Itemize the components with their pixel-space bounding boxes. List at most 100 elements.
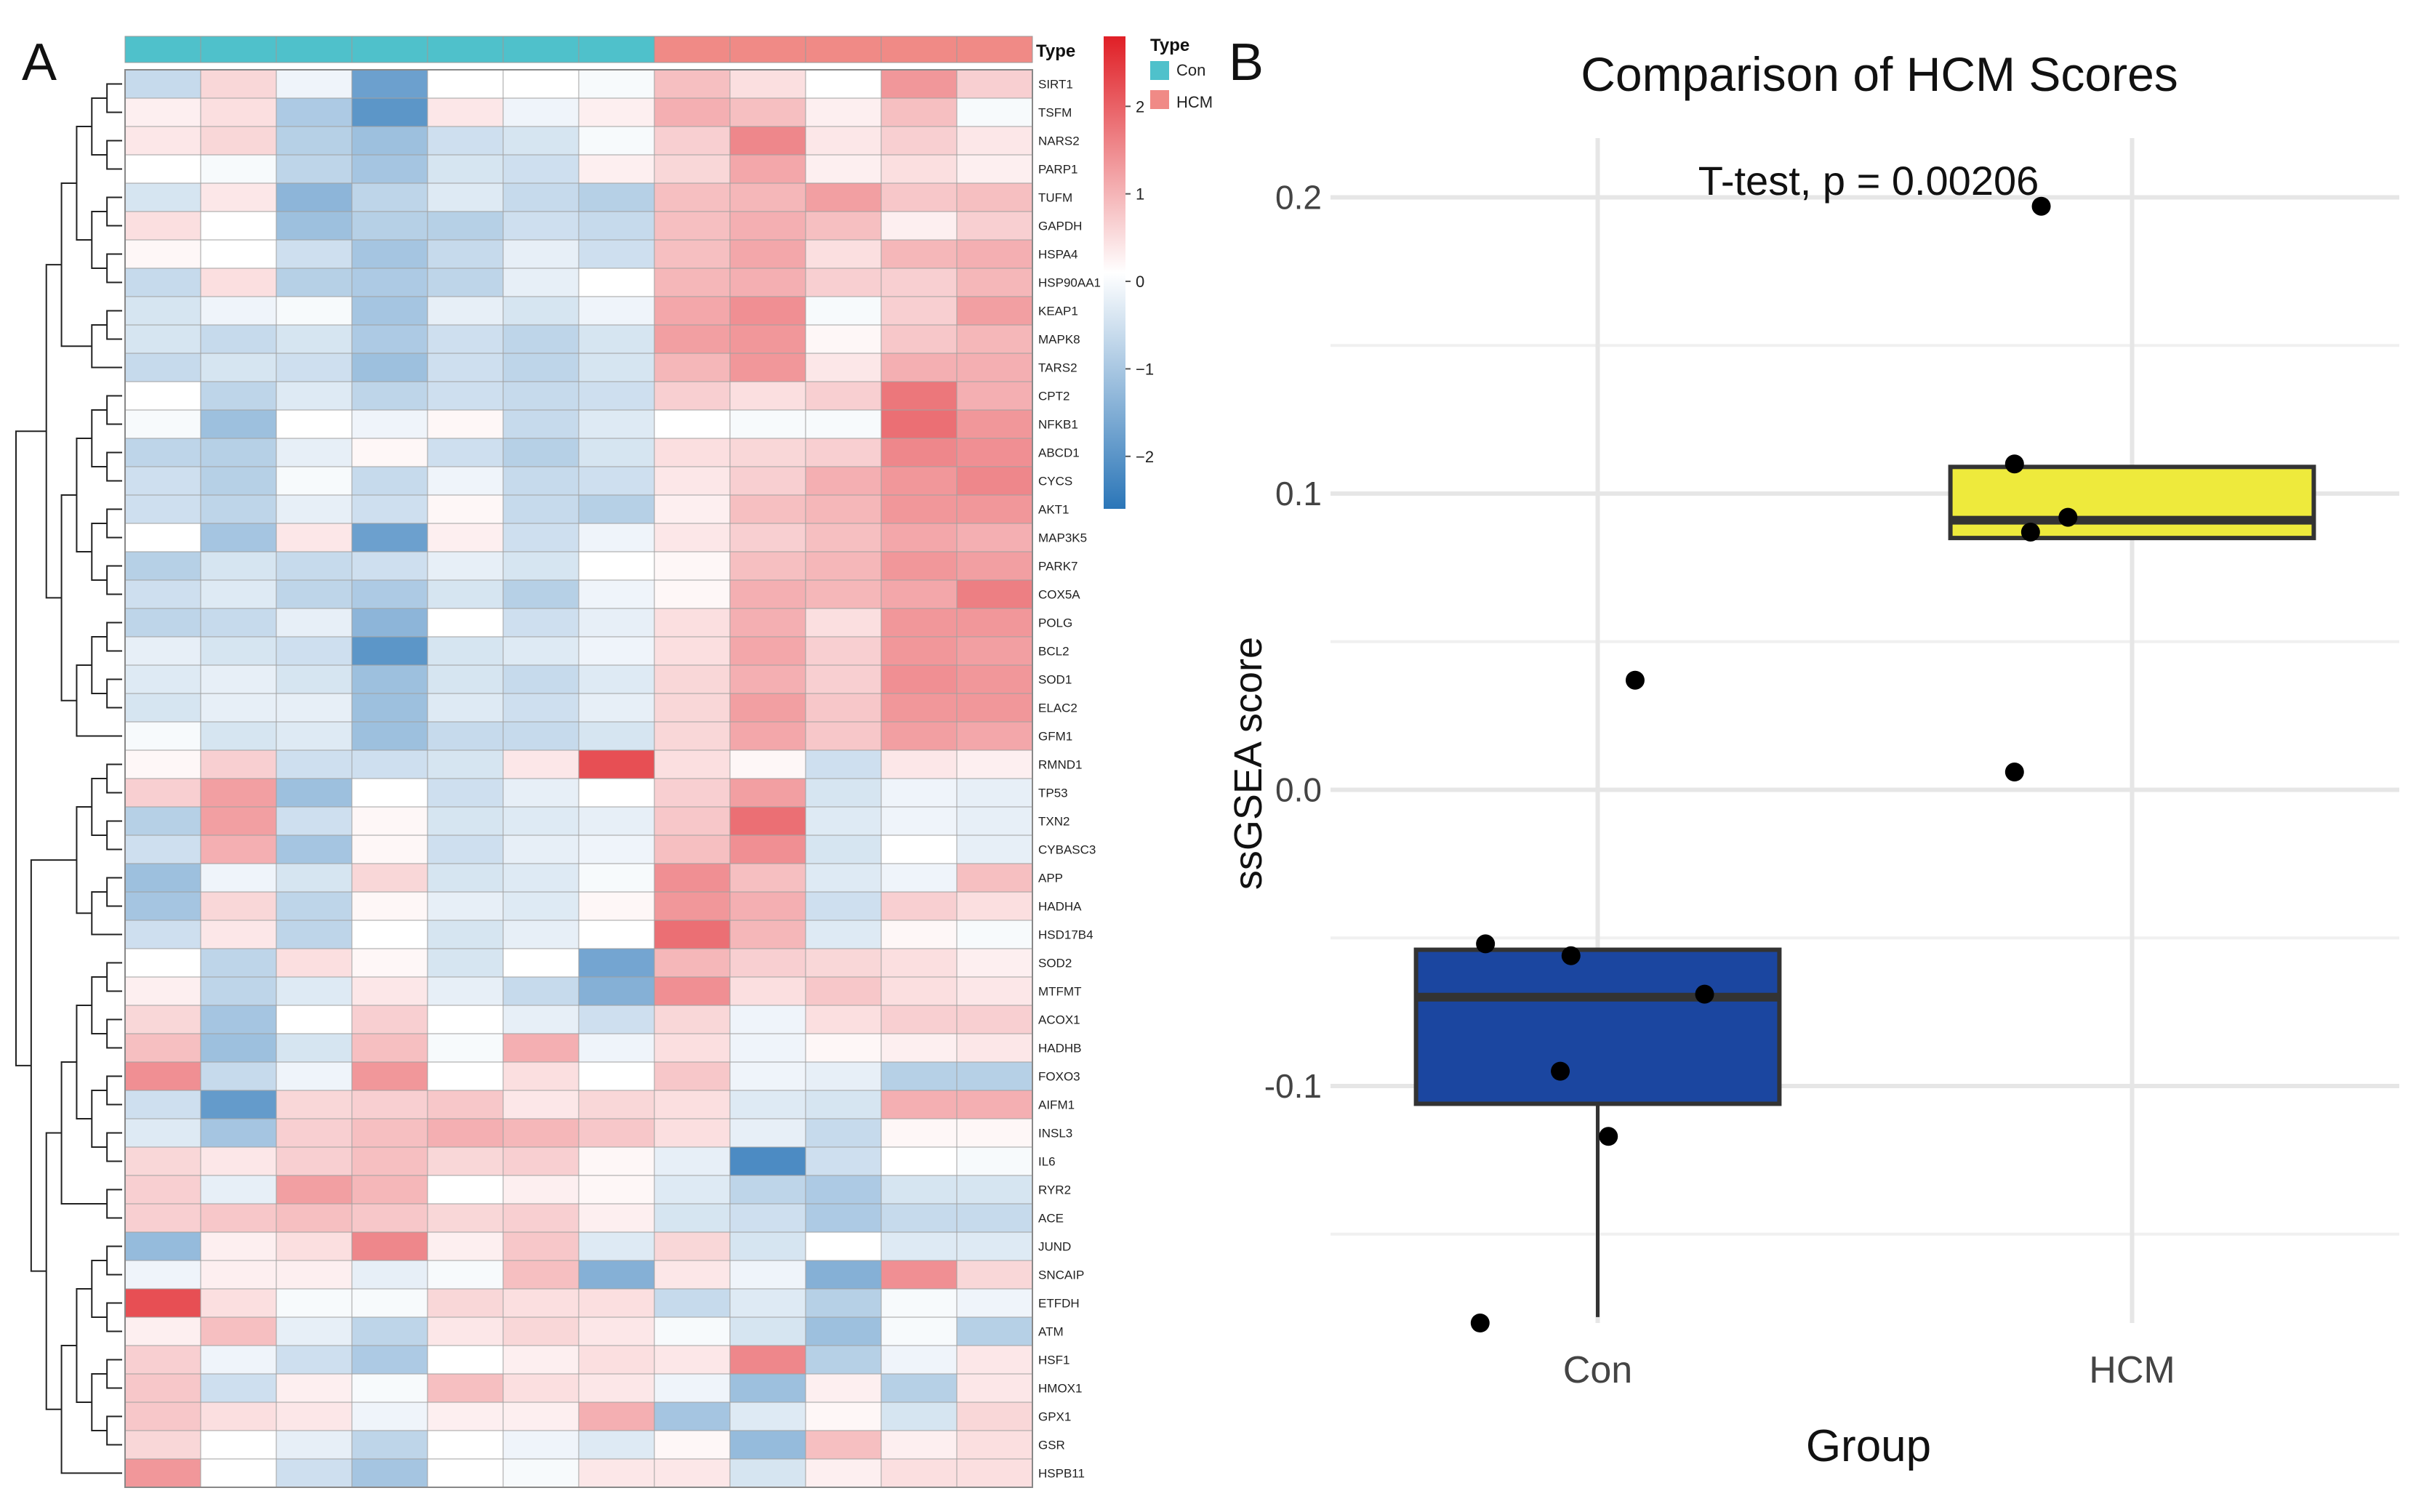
heatmap-cell <box>805 721 882 751</box>
heatmap-cell <box>880 863 958 893</box>
heatmap-cell <box>276 835 353 864</box>
gene-label: GAPDH <box>1038 220 1082 233</box>
heatmap-cell <box>729 154 806 184</box>
heatmap-cell <box>502 693 579 723</box>
heatmap-cell <box>200 1260 277 1290</box>
heatmap-cell <box>956 636 1033 666</box>
heatmap-cell <box>276 1430 353 1460</box>
heatmap-cell <box>200 778 277 808</box>
heatmap-cell <box>578 268 655 297</box>
heatmap-cell <box>200 523 277 552</box>
heatmap-cell <box>880 1005 958 1034</box>
dendrogram-branch <box>106 83 122 113</box>
heatmap-cell <box>124 1061 201 1091</box>
heatmap-cell <box>276 1203 353 1233</box>
heatmap-cell <box>351 1260 428 1290</box>
heatmap-cell <box>805 636 882 666</box>
heatmap-cell <box>729 324 806 354</box>
heatmap-cell <box>729 296 806 326</box>
heatmap-cell <box>956 154 1033 184</box>
heatmap-cell <box>427 551 504 581</box>
heatmap-cell <box>124 381 201 411</box>
heatmap-cell <box>351 579 428 609</box>
gene-label: HSPB11 <box>1038 1467 1085 1481</box>
heatmap-cell <box>200 1430 277 1460</box>
data-point-hcm <box>2031 196 2051 216</box>
heatmap-cell <box>880 721 958 751</box>
heatmap-cell <box>654 1373 731 1403</box>
heatmap-cell <box>578 1430 655 1460</box>
heatmap-cell <box>200 920 277 949</box>
heatmap-cell <box>729 211 806 241</box>
gene-label: MTFMT <box>1038 985 1081 999</box>
gene-label: SIRT1 <box>1038 78 1073 92</box>
heatmap-cell <box>956 268 1033 297</box>
heatmap-cell <box>729 1316 806 1346</box>
heatmap-cell <box>351 1402 428 1431</box>
heatmap-cell <box>654 693 731 723</box>
heatmap-cell <box>654 324 731 354</box>
heatmap-cell <box>276 438 353 467</box>
heatmap-cell <box>200 721 277 751</box>
heatmap-cell <box>805 579 882 609</box>
heatmap-cell <box>729 579 806 609</box>
heatmap-cell <box>956 920 1033 949</box>
heatmap-cell <box>276 211 353 241</box>
heatmap-cell <box>805 863 882 893</box>
y-axis-title: ssGSEA score <box>1227 637 1270 890</box>
heatmap-cell <box>578 1118 655 1148</box>
heatmap-cell <box>200 608 277 638</box>
heatmap-cell <box>805 1146 882 1176</box>
heatmap-cell <box>276 381 353 411</box>
heatmap-cell <box>351 1430 428 1460</box>
heatmap-cell <box>578 211 655 241</box>
dendrogram-branch <box>15 430 47 1066</box>
heatmap-cell <box>427 835 504 864</box>
heatmap-cell <box>200 268 277 297</box>
heatmap-cell <box>276 891 353 921</box>
heatmap-cell <box>276 1090 353 1119</box>
heatmap-cell <box>729 466 806 496</box>
heatmap-cell <box>124 608 201 638</box>
legend-type-title: Type <box>1150 36 1189 55</box>
heatmap-cell <box>351 296 428 326</box>
heatmap-cell <box>200 1033 277 1063</box>
dendrogram-branch <box>91 324 122 369</box>
heatmap-cell <box>502 1458 579 1488</box>
heatmap-cell <box>880 693 958 723</box>
heatmap-cell <box>124 239 201 269</box>
heatmap-cell <box>276 1005 353 1034</box>
heatmap-cell <box>729 381 806 411</box>
gene-label: JUND <box>1038 1240 1071 1254</box>
heatmap-cell <box>276 1316 353 1346</box>
heatmap-cell <box>124 182 201 212</box>
heatmap-cell <box>502 97 579 127</box>
heatmap-cell <box>124 579 201 609</box>
heatmap-cell <box>200 863 277 893</box>
data-point-hcm <box>2020 522 2040 542</box>
heatmap-cell <box>351 466 428 496</box>
heatmap-cell <box>502 466 579 496</box>
heatmap-cell <box>729 1090 806 1119</box>
heatmap-cell <box>729 1458 806 1488</box>
heatmap-cell <box>276 1231 353 1261</box>
heatmap-cell <box>124 324 201 354</box>
heatmap-cell <box>956 1090 1033 1119</box>
gene-label: HMOX1 <box>1038 1382 1082 1396</box>
heatmap-cell <box>729 182 806 212</box>
heatmap-cell <box>427 1203 504 1233</box>
heatmap-cell <box>805 835 882 864</box>
heatmap-cell <box>805 126 882 156</box>
heatmap-cell <box>502 1005 579 1034</box>
heatmap-cell <box>427 891 504 921</box>
heatmap-cell <box>502 721 579 751</box>
heatmap-cell <box>502 976 579 1006</box>
heatmap-cell <box>124 126 201 156</box>
gene-label: SOD2 <box>1038 957 1072 970</box>
heatmap-cell <box>124 920 201 949</box>
heatmap-cell <box>124 948 201 978</box>
heatmap-cell <box>578 1061 655 1091</box>
heatmap-cell <box>124 835 201 864</box>
heatmap-cell <box>654 976 731 1006</box>
heatmap-cell <box>351 268 428 297</box>
